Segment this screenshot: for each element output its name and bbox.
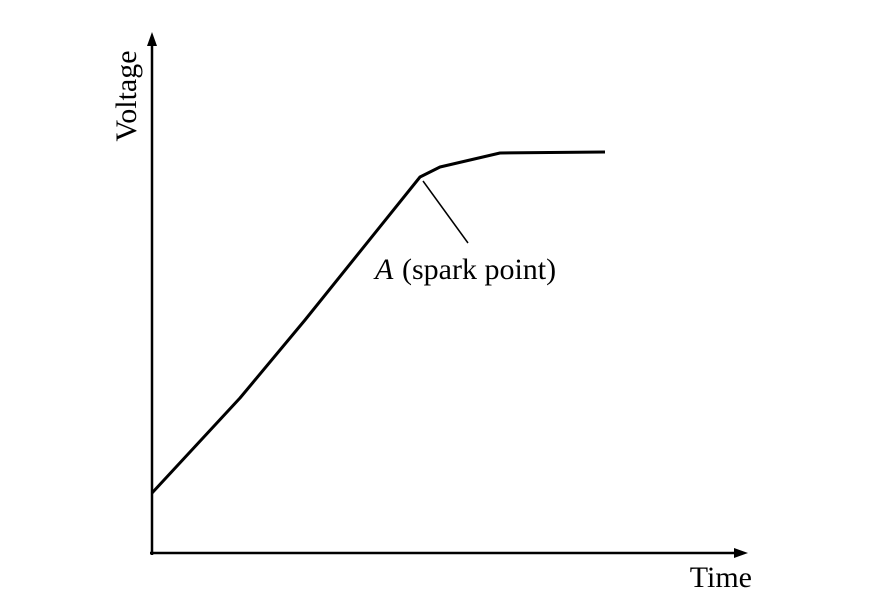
x-axis-arrow xyxy=(734,548,748,558)
x-axis-label: Time xyxy=(690,561,752,594)
annotation-letter: A xyxy=(373,253,394,286)
y-axis-label: Voltage xyxy=(110,50,143,141)
annotation-text: (spark point) xyxy=(402,253,556,286)
voltage-curve xyxy=(150,150,606,495)
leader-line xyxy=(422,180,469,244)
y-axis-arrow xyxy=(147,32,157,46)
